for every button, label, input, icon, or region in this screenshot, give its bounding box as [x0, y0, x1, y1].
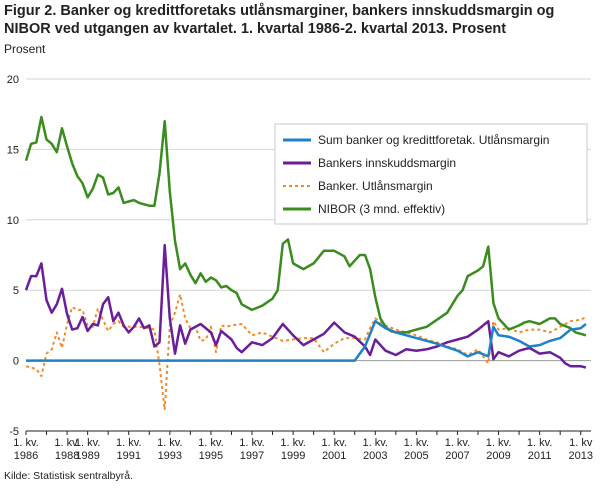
x-tick-label-quarter: 1. kv. — [13, 437, 38, 449]
x-tick-label-quarter: 1. kv. — [54, 437, 79, 449]
source-note: Kilde: Statistisk sentralbyrå. — [4, 470, 133, 482]
x-tick-label-year: 1997 — [240, 450, 264, 462]
x-tick-label-quarter: 1. kv. — [445, 437, 470, 449]
y-axis-unit-label: Prosent — [4, 42, 46, 56]
chart-title: Figur 2. Banker og kredittforetaks utlån… — [4, 3, 555, 37]
x-tick-label-quarter: 1. kv. — [321, 437, 346, 449]
x-tick-label-quarter: 1. kv — [569, 437, 593, 449]
y-axis-tick-labels: 20 15 10 5 0 -5 — [7, 74, 19, 438]
y-tick-label: -5 — [9, 426, 19, 438]
x-tick-label-quarter: 1. kv. — [486, 437, 511, 449]
x-tick-label-year: 1993 — [158, 450, 182, 462]
x-tick-label-year: 1991 — [116, 450, 140, 462]
series-line-1 — [24, 243, 587, 369]
x-tick-label-quarter: 1. kv. — [157, 437, 182, 449]
x-tick-label-year: 2003 — [363, 450, 387, 462]
x-tick-label-year: 2007 — [445, 450, 469, 462]
x-tick-label-quarter: 1. kv. — [404, 437, 429, 449]
x-tick-label-year: 1988 — [55, 450, 79, 462]
series-line-2 — [25, 293, 587, 411]
x-tick-label-year: 1995 — [199, 450, 223, 462]
series-line-0 — [26, 319, 587, 362]
legend-label: NIBOR (3 mnd. effektiv) — [318, 202, 445, 216]
y-tick-label: 15 — [7, 144, 19, 156]
y-tick-label: 10 — [7, 215, 19, 227]
x-tick-label-year: 2011 — [528, 450, 552, 462]
x-tick-label-year: 1999 — [281, 450, 305, 462]
x-tick-label-year: 1986 — [14, 450, 38, 462]
y-tick-label: 0 — [13, 356, 19, 368]
legend-label: Sum banker og kredittforetak. Utlånsmarg… — [318, 133, 549, 147]
y-tick-label: 20 — [7, 74, 19, 86]
legend-box — [274, 123, 588, 225]
legend-label: Bankers innskuddsmargin — [318, 156, 456, 170]
series-line-3 — [24, 115, 587, 337]
x-tick-label-year: 1989 — [75, 450, 99, 462]
x-tick-label-year: 2009 — [486, 450, 510, 462]
legend-label: Banker. Utlånsmargin — [318, 179, 433, 193]
x-tick-label-quarter: 1. kv. — [527, 437, 552, 449]
series-lines — [24, 115, 587, 411]
x-tick-label-quarter: 1. kv. — [198, 437, 223, 449]
x-tick-label-quarter: 1. kv. — [116, 437, 141, 449]
y-tick-label: 5 — [13, 285, 19, 297]
x-tick-label-year: 2001 — [322, 450, 346, 462]
legend: Sum banker og kredittforetak. Utlånsmarg… — [274, 123, 588, 225]
x-tick-label-quarter: 1. kv. — [75, 437, 100, 449]
x-tick-label-year: 2013 — [568, 450, 592, 462]
x-tick-label-quarter: 1. kv. — [280, 437, 305, 449]
x-tick-label-quarter: 1. kv. — [239, 437, 264, 449]
x-tick-label-quarter: 1. kv. — [363, 437, 388, 449]
x-tick-label-year: 2005 — [404, 450, 428, 462]
